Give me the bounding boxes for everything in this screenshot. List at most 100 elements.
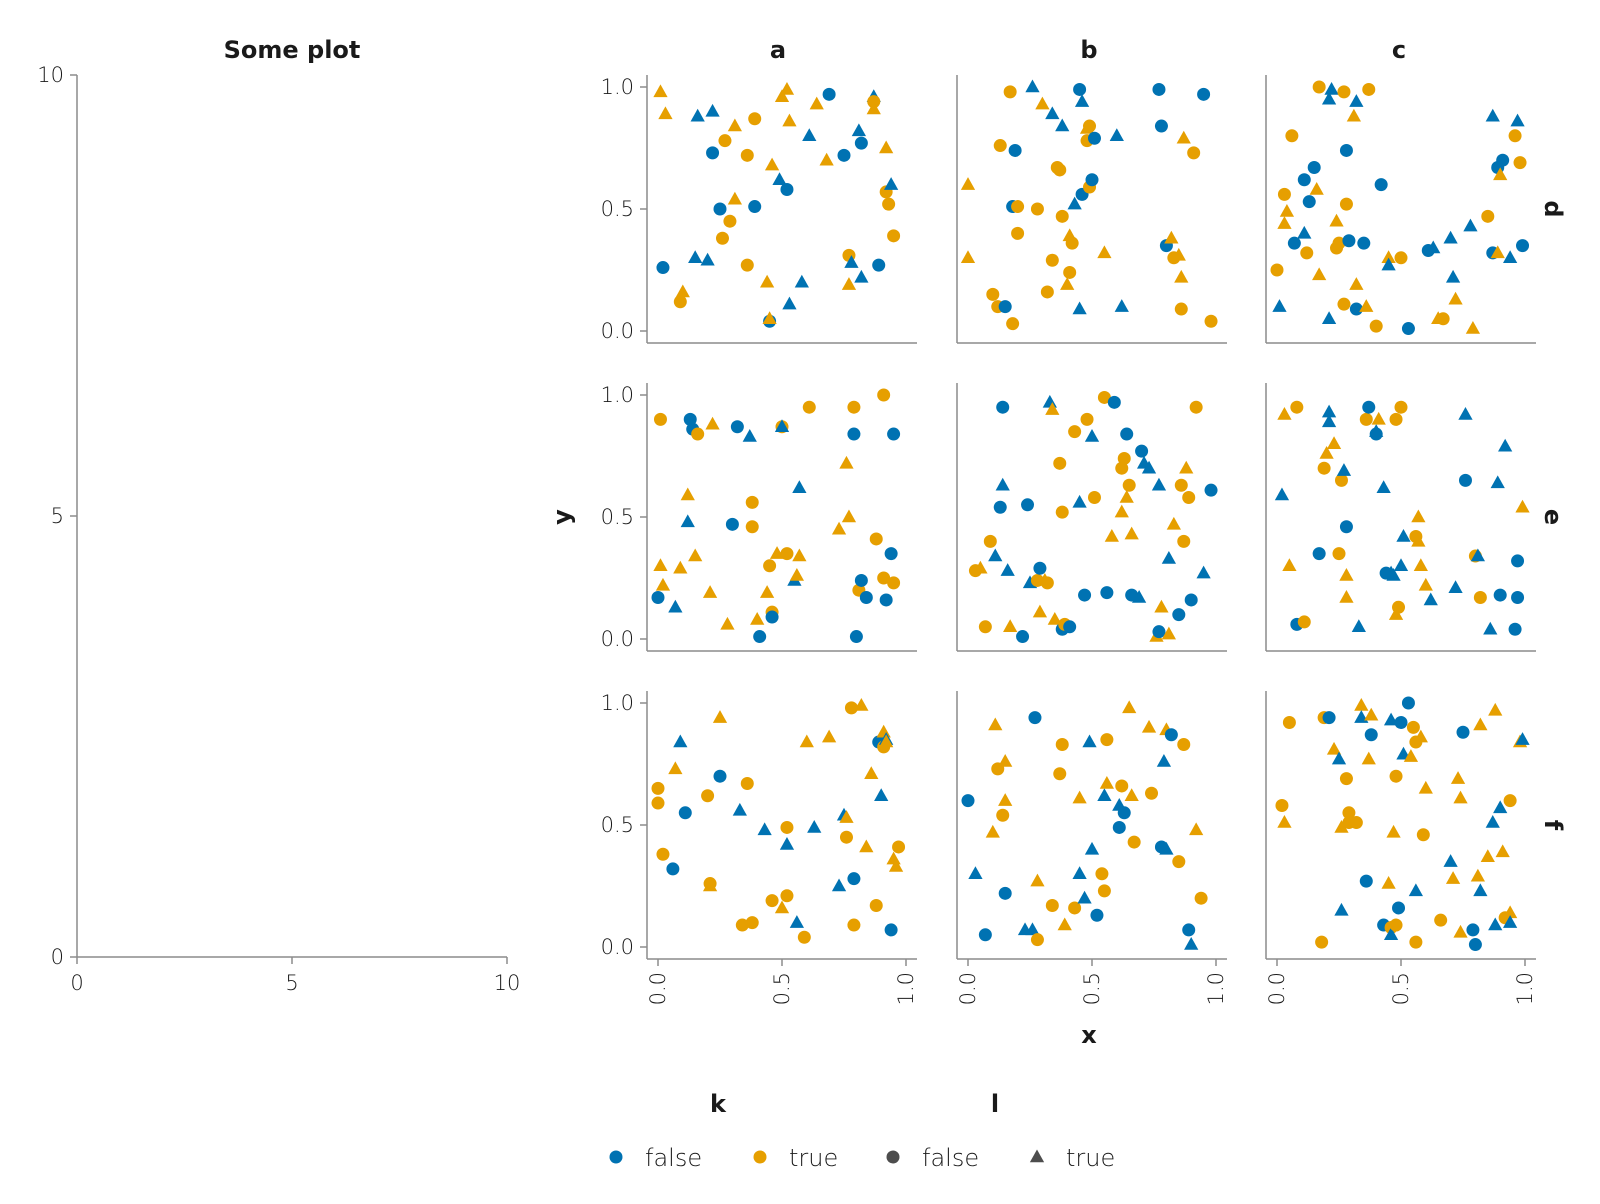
- scatter-point-triangle: [1042, 394, 1057, 408]
- scatter-point-triangle: [1443, 230, 1458, 244]
- scatter-point-circle: [839, 830, 853, 844]
- legend-label-l-false: false: [922, 1144, 979, 1172]
- scatter-point-triangle: [782, 113, 797, 127]
- scatter-point-circle: [1334, 473, 1348, 487]
- scatter-point-circle: [651, 591, 665, 605]
- scatter-point-triangle: [1282, 558, 1297, 572]
- scatter-point-triangle: [1321, 91, 1337, 105]
- scatter-point-triangle: [774, 900, 790, 914]
- legend-item-k-false[interactable]: false: [609, 1144, 703, 1172]
- scatter-point-triangle: [750, 611, 765, 625]
- scatter-point-triangle: [1396, 529, 1411, 542]
- legend-item-l-false[interactable]: false: [886, 1144, 980, 1172]
- scatter-point-triangle: [792, 548, 807, 562]
- scatter-point-triangle: [759, 585, 775, 598]
- scatter-point-triangle: [1084, 428, 1100, 442]
- scatter-point-triangle: [968, 866, 983, 880]
- scatter-point-triangle: [1060, 277, 1075, 290]
- scatter-point-circle: [1369, 319, 1383, 333]
- scatter-point-circle: [753, 630, 767, 644]
- scatter-point-circle: [1317, 461, 1331, 475]
- scatter-point-triangle: [668, 761, 683, 775]
- scatter-point-circle: [1100, 586, 1114, 600]
- y-tick-label: 0.0: [601, 935, 634, 959]
- scatter-point-circle: [1416, 828, 1430, 842]
- scatter-point-triangle: [774, 89, 790, 103]
- scatter-point-triangle: [680, 514, 695, 528]
- legend-item-l-true[interactable]: true: [1029, 1144, 1115, 1172]
- scatter-point-circle: [1466, 923, 1480, 937]
- scatter-point-triangle: [841, 509, 857, 523]
- scatter-point-triangle: [988, 717, 1003, 731]
- scatter-point-circle: [859, 591, 873, 605]
- scatter-point-triangle: [988, 548, 1003, 562]
- scatter-point-triangle: [799, 734, 814, 748]
- legend-item-k-true[interactable]: true: [753, 1144, 839, 1172]
- legend-marker-k-true: [753, 1150, 767, 1164]
- scatter-point-triangle: [705, 416, 720, 430]
- scatter-point-triangle: [1495, 844, 1510, 858]
- scatter-point-triangle: [1473, 717, 1488, 731]
- facet-row-label-d: d: [1539, 200, 1567, 217]
- scatter-point-circle: [1189, 400, 1203, 414]
- scatter-point-circle: [1339, 143, 1353, 157]
- scatter-point-triangle: [1381, 876, 1396, 889]
- scatter-point-circle: [656, 261, 670, 275]
- scatter-point-circle: [1287, 236, 1301, 250]
- scatter-point-circle: [887, 229, 901, 243]
- x-axis-title: x: [1081, 1021, 1097, 1049]
- scatter-point-triangle: [1321, 311, 1337, 325]
- scatter-point-circle: [1095, 867, 1109, 881]
- scatter-point-circle: [1409, 935, 1423, 949]
- scatter-point-circle: [718, 134, 732, 148]
- scatter-point-triangle: [1277, 216, 1292, 229]
- scatter-point-triangle: [779, 837, 795, 850]
- scatter-point-circle: [1332, 547, 1346, 561]
- scatter-point-circle: [1508, 129, 1522, 143]
- scatter-point-triangle: [792, 480, 807, 493]
- scatter-point-triangle: [866, 101, 881, 115]
- scatter-point-triangle: [1297, 225, 1312, 239]
- scatter-point-circle: [1204, 483, 1218, 497]
- scatter-point-circle: [869, 899, 883, 913]
- scatter-point-circle: [998, 300, 1012, 314]
- scatter-point-circle: [1117, 806, 1131, 820]
- scatter-point-circle: [1154, 119, 1168, 133]
- scatter-point-circle: [1087, 131, 1101, 145]
- scatter-point-triangle: [1388, 607, 1404, 620]
- scatter-point-triangle: [1109, 128, 1124, 142]
- scatter-point-triangle: [831, 878, 847, 892]
- scatter-point-circle: [715, 231, 729, 245]
- scatter-point-triangle: [1097, 788, 1112, 801]
- scatter-point-triangle: [1349, 94, 1364, 107]
- scatter-point-circle: [1389, 918, 1403, 932]
- scatter-point-circle: [1068, 901, 1082, 915]
- scatter-point-circle: [993, 139, 1007, 153]
- scatter-point-triangle: [1488, 917, 1503, 931]
- scatter-point-triangle: [700, 252, 715, 266]
- scatter-point-circle: [1152, 82, 1166, 96]
- scatter-point-triangle: [821, 729, 837, 743]
- scatter-point-circle: [1152, 625, 1166, 639]
- scatter-point-triangle: [879, 140, 894, 154]
- scatter-point-circle: [884, 923, 898, 937]
- left-y-tick-label: 0: [51, 945, 64, 969]
- scatter-point-circle: [1503, 794, 1517, 808]
- scatter-point-circle: [1275, 798, 1289, 812]
- scatter-point-triangle: [690, 108, 705, 122]
- scatter-point-triangle: [1176, 130, 1191, 144]
- scatter-point-triangle: [653, 84, 668, 98]
- scatter-point-circle: [1496, 153, 1510, 167]
- scatter-point-triangle: [1156, 754, 1172, 767]
- scatter-point-triangle: [702, 585, 718, 598]
- scatter-point-circle: [1045, 253, 1059, 267]
- scatter-point-triangle: [772, 172, 787, 185]
- scatter-point-circle: [651, 796, 665, 810]
- scatter-point-circle: [1033, 561, 1047, 575]
- scatter-point-triangle: [1329, 213, 1344, 227]
- facet-row-label-e: e: [1539, 509, 1567, 525]
- scatter-point-triangle: [883, 177, 899, 190]
- scatter-point-circle: [1040, 576, 1054, 590]
- scatter-point-triangle: [1470, 868, 1486, 882]
- legend-label-l-true: true: [1066, 1144, 1115, 1172]
